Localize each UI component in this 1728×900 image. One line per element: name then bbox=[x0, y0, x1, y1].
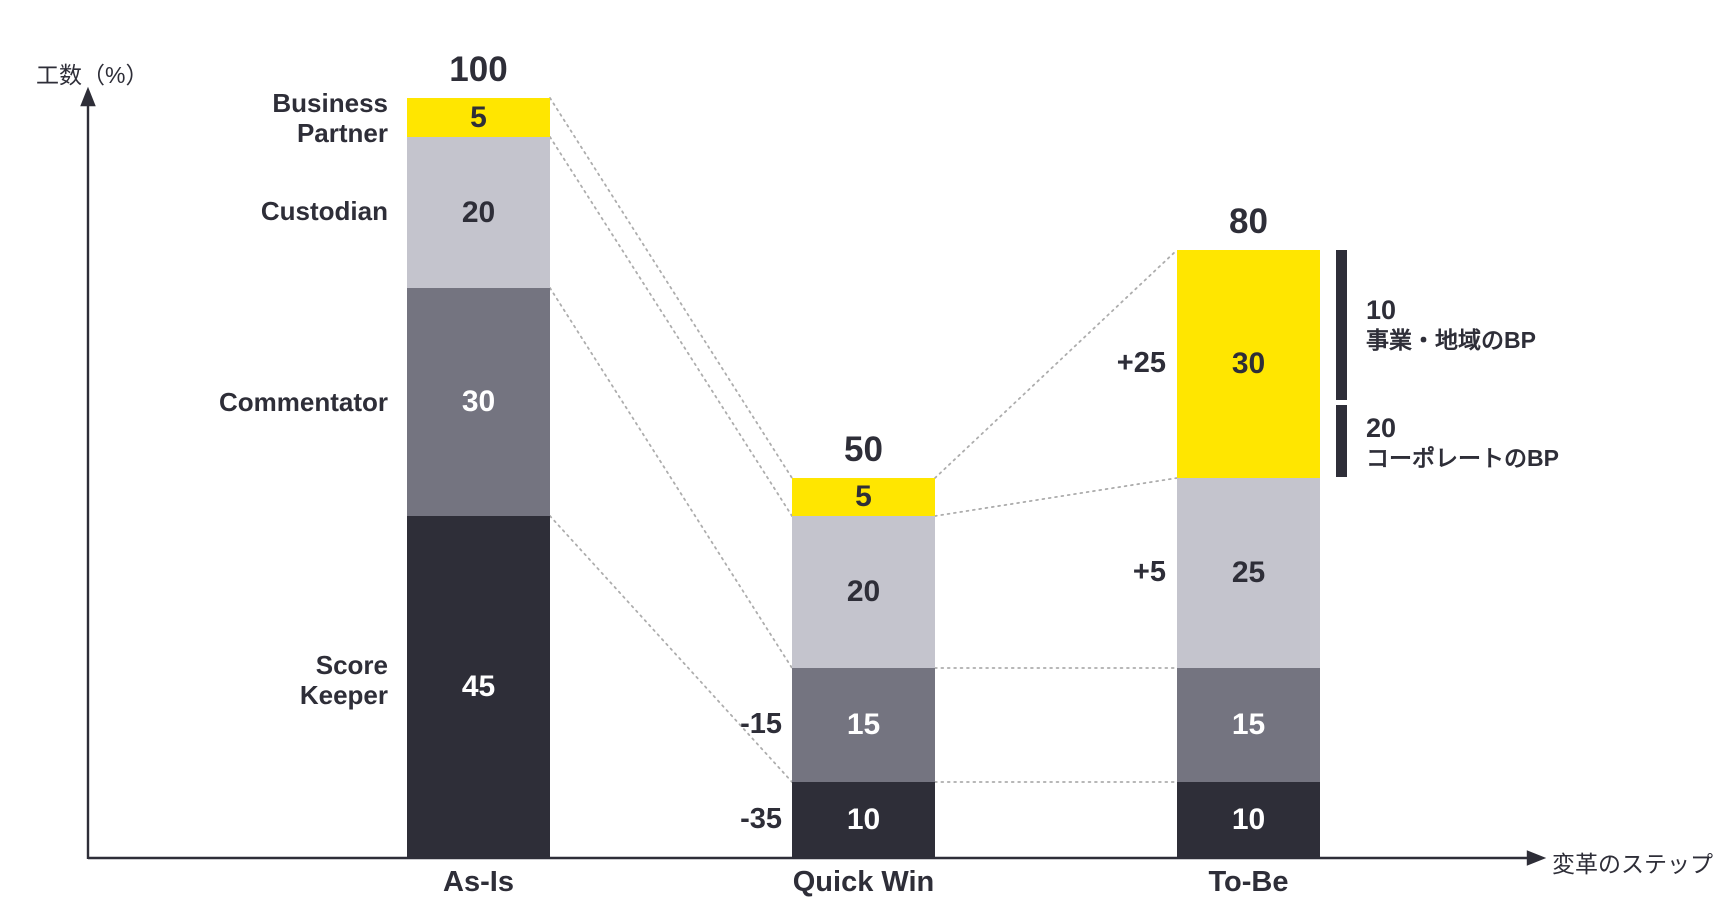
x-axis-arrow-icon bbox=[1526, 850, 1547, 866]
connector-bp-quickwin-tobe bbox=[934, 477, 1178, 517]
delta-quickwin-score-keeper: -35 bbox=[740, 803, 782, 835]
x-axis-label: 変革のステップ bbox=[1552, 851, 1713, 877]
annotation-business-regional-bp: 10 事業・地域のBP bbox=[1366, 294, 1536, 354]
row-label-commentator: Commentator bbox=[218, 387, 388, 417]
connector-comm-asis-quickwin bbox=[549, 515, 793, 783]
bar-quickwin-segment-commentator: 15 bbox=[792, 668, 935, 782]
bar-asis-segment-business-partner: 5 bbox=[407, 98, 550, 137]
bar-quickwin-segment-score-keeper: 10 bbox=[792, 782, 935, 858]
annotation-label: 事業・地域のBP bbox=[1366, 327, 1536, 353]
bracket-corporate-bp bbox=[1336, 405, 1347, 477]
bar-quickwin-segment-business-partner: 5 bbox=[792, 478, 935, 516]
row-label-score-keeper: Score Keeper bbox=[299, 650, 388, 710]
connector-bp-asis-quickwin bbox=[549, 136, 793, 517]
annotation-value: 20 bbox=[1366, 413, 1397, 443]
y-axis-arrow-icon bbox=[80, 86, 96, 107]
bar-tobe-segment-custodian: 25 bbox=[1177, 478, 1320, 668]
total-to-be: 80 bbox=[1229, 202, 1268, 241]
delta-tobe-custodian: +5 bbox=[1132, 556, 1166, 588]
connector-cust-asis-quickwin bbox=[549, 287, 793, 669]
total-quick-win: 50 bbox=[844, 430, 883, 469]
bar-tobe-segment-commentator: 15 bbox=[1177, 668, 1320, 782]
bracket-business-regional-bp bbox=[1336, 250, 1347, 400]
annotation-value: 10 bbox=[1366, 295, 1397, 325]
connector-top-quickwin-tobe bbox=[934, 249, 1178, 479]
bar-tobe-segment-score-keeper: 10 bbox=[1177, 782, 1320, 858]
delta-tobe-business-partner: +25 bbox=[1116, 347, 1166, 379]
annotation-label: コーポレートのBP bbox=[1366, 445, 1559, 471]
bar-asis-segment-custodian: 20 bbox=[407, 137, 550, 288]
connector-top-asis-quickwin bbox=[549, 97, 793, 479]
x-label-quick-win: Quick Win bbox=[792, 866, 935, 898]
x-label-as-is: As-Is bbox=[443, 866, 514, 898]
y-axis-label: 工数（%） bbox=[36, 62, 149, 88]
row-label-custodian: Custodian bbox=[260, 196, 388, 226]
bar-tobe-segment-business-partner: 30 bbox=[1177, 250, 1320, 478]
bar-quickwin-segment-custodian: 20 bbox=[792, 516, 935, 668]
bar-asis-segment-commentator: 30 bbox=[407, 288, 550, 516]
total-as-is: 100 bbox=[449, 50, 508, 89]
delta-quickwin-commentator: -15 bbox=[740, 708, 782, 740]
annotation-corporate-bp: 20 コーポレートのBP bbox=[1366, 412, 1559, 472]
x-label-to-be: To-Be bbox=[1208, 866, 1289, 898]
bar-asis-segment-score-keeper: 45 bbox=[407, 516, 550, 858]
row-label-business-partner: Business Partner bbox=[272, 88, 388, 148]
